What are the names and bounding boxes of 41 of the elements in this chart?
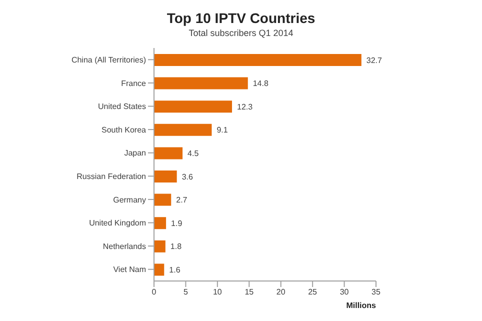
data-label: 1.6 [169, 266, 181, 275]
y-tick-label: Netherlands [102, 242, 146, 251]
bar [154, 194, 172, 206]
x-tick-label: 5 [183, 288, 188, 297]
y-tick-label: Japan [124, 148, 146, 158]
y-tick-label: United States [98, 102, 146, 112]
x-tick-label: 0 [152, 288, 157, 297]
bar [154, 217, 166, 230]
bar [154, 170, 177, 182]
y-tick-label: Germany [113, 195, 146, 204]
bar [154, 124, 212, 136]
chart-subtitle: Total subscribers Q1 2014 [188, 28, 294, 38]
bar [154, 77, 248, 90]
x-axis-title: Millions [346, 301, 376, 310]
data-label: 1.8 [170, 242, 182, 252]
data-label: 4.5 [188, 149, 200, 158]
data-label: 3.6 [182, 172, 194, 182]
bar [154, 100, 232, 113]
data-label: 12.3 [237, 102, 254, 112]
x-tick-label: 25 [308, 288, 318, 297]
x-tick-label: 35 [372, 288, 381, 297]
data-label: 2.7 [176, 196, 188, 205]
x-tick-label: 15 [244, 288, 254, 297]
x-tick-label: 20 [276, 288, 286, 297]
y-tick-label: Viet Nam [113, 265, 146, 274]
chart-title: Top 10 IPTV Countries [166, 10, 316, 26]
bar [154, 240, 166, 252]
data-label: 32.7 [366, 56, 383, 65]
y-tick-label: United Kingdom [89, 218, 146, 228]
x-tick-label: 30 [340, 288, 350, 297]
bar [154, 147, 183, 160]
data-label: 14.8 [252, 79, 269, 88]
y-tick-label: Russian Federation [76, 172, 146, 181]
y-tick-label: France [121, 78, 147, 88]
data-label: 1.9 [171, 218, 183, 228]
y-tick-label: China (All Territories) [71, 55, 146, 64]
bar [154, 264, 164, 276]
y-tick-label: South Korea [102, 125, 147, 134]
bar [154, 54, 362, 66]
x-tick-label: 10 [212, 288, 222, 297]
data-label: 9.1 [216, 126, 228, 135]
